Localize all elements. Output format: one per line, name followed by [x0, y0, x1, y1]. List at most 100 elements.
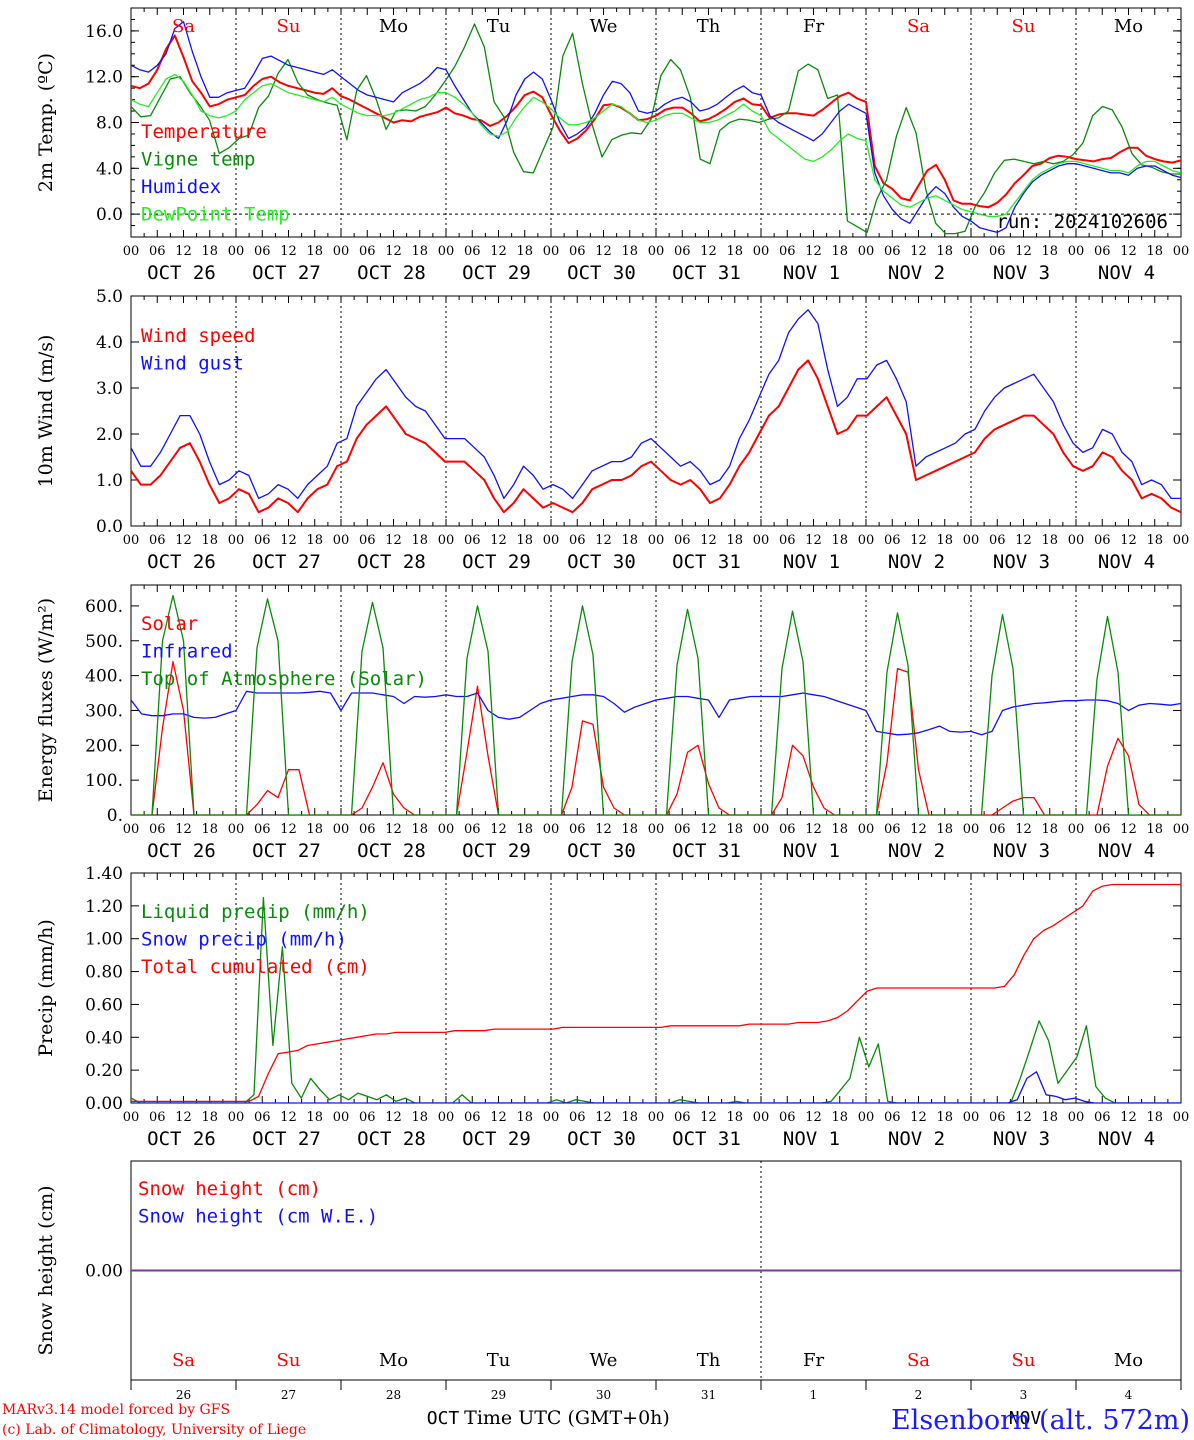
hour-tick-label: 06	[1094, 244, 1111, 259]
legend-entry: Vigne temp	[141, 149, 255, 171]
hour-tick-label: 06	[149, 533, 166, 548]
date-label: OCT 28	[357, 551, 426, 573]
hour-tick-label: 18	[831, 533, 848, 548]
hour-tick-label: 18	[1041, 244, 1058, 259]
hour-tick-label: 12	[595, 1110, 612, 1125]
hour-tick-label: 00	[438, 533, 455, 548]
hour-tick-label: 06	[569, 822, 586, 837]
panel-4: 0.00 0.20 0.40 0.60 0.80 1.00 1.20 1.40 Precip (…	[35, 864, 1189, 1150]
y-tick-label: 1.40	[85, 864, 123, 884]
hour-tick-label: 06	[254, 822, 271, 837]
hour-tick-label: 12	[280, 244, 297, 259]
hour-tick-label: 06	[1094, 822, 1111, 837]
hour-tick-label: 18	[726, 533, 743, 548]
y-axis-label: Precip (mm/h)	[35, 919, 57, 1057]
day-abbrev: We	[590, 1350, 618, 1371]
hour-tick-label: 12	[1015, 1110, 1032, 1125]
date-label: OCT 26	[147, 840, 216, 862]
hour-tick-label: 00	[543, 244, 560, 259]
bottom-day-number: 31	[701, 1388, 716, 1402]
hour-tick-label: 12	[805, 822, 822, 837]
hour-tick-label: 00	[228, 822, 245, 837]
y-tick-label: 2.0	[96, 425, 123, 445]
hour-tick-label: 06	[779, 244, 796, 259]
bottom-month: OCT	[427, 1408, 460, 1429]
run-label: run: 2024102606	[996, 211, 1168, 233]
hour-tick-label: 18	[411, 244, 428, 259]
date-label: NOV 2	[888, 262, 945, 284]
day-abbrev: Sa	[172, 16, 195, 37]
y-tick-label: 100.	[85, 771, 123, 791]
series-line-wind-speed	[131, 359, 1181, 514]
hour-tick-label: 18	[936, 822, 953, 837]
hour-tick-label: 12	[700, 1110, 717, 1125]
day-abbrev: Th	[697, 16, 721, 37]
hour-tick-label: 12	[175, 1110, 192, 1125]
date-label: OCT 26	[147, 1128, 216, 1150]
hour-tick-label: 06	[989, 533, 1006, 548]
hour-tick-label: 06	[884, 1110, 901, 1125]
bottom-day-number: 30	[596, 1388, 611, 1402]
day-abbrev: Mo	[379, 1350, 408, 1371]
date-label: NOV 4	[1098, 262, 1155, 284]
date-label: OCT 31	[672, 262, 741, 284]
day-abbrev: Tu	[487, 1350, 511, 1371]
panel-3: 0. 100. 200. 300. 400. 500. 600. Energy fluxes …	[35, 584, 1189, 862]
hour-tick-label: 12	[805, 244, 822, 259]
hour-tick-label: 12	[1015, 244, 1032, 259]
hour-tick-label: 18	[516, 822, 533, 837]
hour-tick-label: 06	[569, 533, 586, 548]
hour-tick-label: 18	[621, 1110, 638, 1125]
hour-tick-label: 18	[306, 533, 323, 548]
series-line-top-of-atmosphere-solar-	[131, 594, 1181, 815]
hour-tick-label: 18	[1041, 533, 1058, 548]
hour-tick-label: 12	[1120, 244, 1137, 259]
hour-tick-label: 18	[1146, 533, 1163, 548]
legend-entry: Snow height (cm W.E.)	[138, 1206, 378, 1228]
hour-tick-label: 00	[753, 822, 770, 837]
hour-tick-label: 12	[1120, 822, 1137, 837]
y-axis-label: 2m Temp. (ºC)	[35, 53, 57, 192]
date-label: NOV 4	[1098, 1128, 1155, 1150]
hour-tick-label: 00	[858, 244, 875, 259]
y-axis-label: Energy fluxes (W/m²)	[35, 598, 57, 802]
hour-tick-label: 00	[963, 533, 980, 548]
hour-tick-label: 00	[753, 244, 770, 259]
y-tick-label: 0.0	[96, 517, 123, 537]
series-line-liquid-precip-mm-h-	[131, 896, 1181, 1103]
y-tick-label: 0.40	[85, 1028, 123, 1048]
y-tick-label: 0.20	[85, 1061, 123, 1081]
y-tick-label: 400.	[85, 667, 123, 687]
y-tick-label: 1.20	[85, 897, 123, 917]
hour-tick-label: 06	[674, 533, 691, 548]
series-line-total-cumulated-cm-	[131, 883, 1181, 1103]
hour-tick-label: 12	[910, 822, 927, 837]
hour-tick-label: 18	[1041, 822, 1058, 837]
hour-tick-label: 06	[359, 822, 376, 837]
hour-tick-label: 06	[464, 1110, 481, 1125]
hour-tick-label: 12	[595, 533, 612, 548]
hour-tick-label: 00	[543, 533, 560, 548]
hour-tick-label: 18	[516, 1110, 533, 1125]
hour-tick-label: 00	[1173, 533, 1190, 548]
credit-line: (c) Lab. of Climatology, University of L…	[2, 1422, 306, 1438]
y-tick-label: 0.60	[85, 995, 123, 1015]
panel-2: 0.0 1.0 2.0 3.0 4.0 5.0 10m Wind (m/s) Wind spe…	[35, 287, 1189, 573]
y-tick-label: 1.0	[96, 471, 123, 491]
day-abbrev: Mo	[1114, 1350, 1143, 1371]
panel-1: 0.0 4.0 8.0 12.0 16.0 2m Temp. (ºC) Temperatur…	[35, 7, 1189, 284]
y-tick-label: 1.00	[85, 930, 123, 950]
hour-tick-label: 00	[963, 822, 980, 837]
date-label: OCT 26	[147, 551, 216, 573]
hour-tick-label: 06	[674, 1110, 691, 1125]
hour-tick-label: 12	[910, 1110, 927, 1125]
hour-tick-label: 12	[385, 533, 402, 548]
hour-tick-label: 12	[175, 244, 192, 259]
y-tick-label: 600.	[85, 597, 123, 617]
hour-tick-label: 00	[858, 1110, 875, 1125]
hour-tick-label: 00	[123, 1110, 140, 1125]
y-tick-label: 0.00	[85, 1094, 123, 1114]
day-abbrev: Tu	[487, 16, 511, 37]
hour-tick-label: 00	[1068, 533, 1085, 548]
